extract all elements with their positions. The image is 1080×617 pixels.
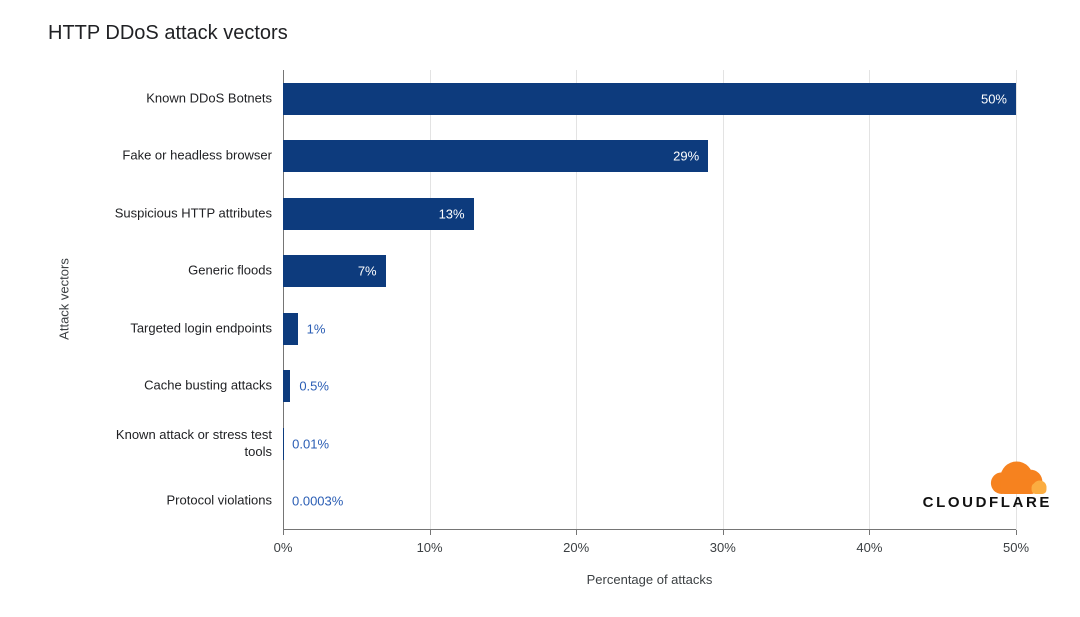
bar	[283, 312, 298, 345]
bar-track: 1%	[283, 300, 1016, 358]
category-label: Known DDoS Botnets	[146, 90, 272, 106]
x-tick-label: 50%	[1002, 540, 1030, 555]
cloudflare-logo-text: CLOUDFLARE	[922, 494, 1052, 511]
gridline	[869, 70, 871, 535]
gridline	[1016, 70, 1017, 535]
chart-row: Generic floods 7%	[188, 243, 1016, 301]
bar-track: 0.01%	[283, 415, 1016, 473]
chart-title: HTTP DDoS attack vectors	[48, 22, 288, 44]
x-tick-label: 20%	[563, 540, 590, 555]
chart-row: Protocol violations 0.0003%	[167, 473, 1016, 531]
x-axis-line	[283, 529, 1016, 530]
category-label: Targeted login endpoints	[130, 320, 272, 336]
value-label: 0.0003%	[292, 493, 344, 509]
chart-row: Fake or headless browser 29%	[122, 128, 1016, 186]
x-tick-label: 0%	[273, 540, 293, 555]
bar-track: 0.5%	[283, 358, 1016, 416]
category-label: Protocol violations	[166, 492, 273, 508]
bar-track: 29%	[283, 128, 1016, 186]
value-label: 50%	[980, 91, 1007, 107]
category-label: Fake or headless browser	[122, 147, 272, 163]
gridline	[576, 70, 578, 535]
chart-row: Known DDoS Botnets 50%	[146, 70, 1016, 128]
bar	[283, 370, 291, 403]
bar-track: 0.0003%	[283, 473, 1016, 531]
chart-row: Targeted login endpoints 1%	[130, 300, 1016, 358]
value-label: 0.5%	[299, 378, 329, 394]
category-label: Cache busting attacks	[144, 377, 272, 393]
x-tick-label: 10%	[416, 540, 443, 555]
bar	[283, 140, 709, 173]
cloudflare-cloud-icon	[990, 461, 1047, 494]
bar	[283, 197, 474, 230]
plot-area: Known DDoS Botnets 50% Fake or headless br…	[115, 70, 1029, 555]
category-label: Known attack or stress test tools	[115, 426, 272, 459]
gridline	[722, 70, 724, 535]
bar-track: 7%	[283, 243, 1016, 301]
bar-track: 50%	[283, 70, 1016, 128]
category-label: Generic floods	[188, 262, 272, 278]
bar	[283, 255, 386, 288]
chart-row: Cache busting attacks 0.5%	[144, 358, 1016, 416]
chart-row: Suspicious HTTP attributes 13%	[115, 185, 1016, 243]
bar-rows: Known DDoS Botnets 50% Fake or headless br…	[115, 70, 1016, 531]
value-label: 0.01%	[292, 436, 330, 452]
y-axis-line	[283, 70, 284, 535]
x-axis-title: Percentage of attacks	[586, 572, 713, 587]
chart-row: Known attack or stress test tools 0.01%	[116, 415, 1016, 473]
bar	[283, 82, 1016, 115]
cloudflare-logo: CLOUDFLARE	[923, 452, 1052, 511]
value-label: 29%	[673, 148, 700, 164]
x-tick-label: 30%	[709, 540, 736, 555]
gridline	[429, 70, 431, 535]
value-label: 7%	[357, 263, 377, 279]
value-label: 1%	[306, 321, 326, 337]
x-tick-label: 40%	[856, 540, 883, 555]
category-label: Suspicious HTTP attributes	[114, 205, 272, 221]
value-label: 13%	[438, 206, 465, 222]
bar-track: 13%	[283, 185, 1016, 243]
